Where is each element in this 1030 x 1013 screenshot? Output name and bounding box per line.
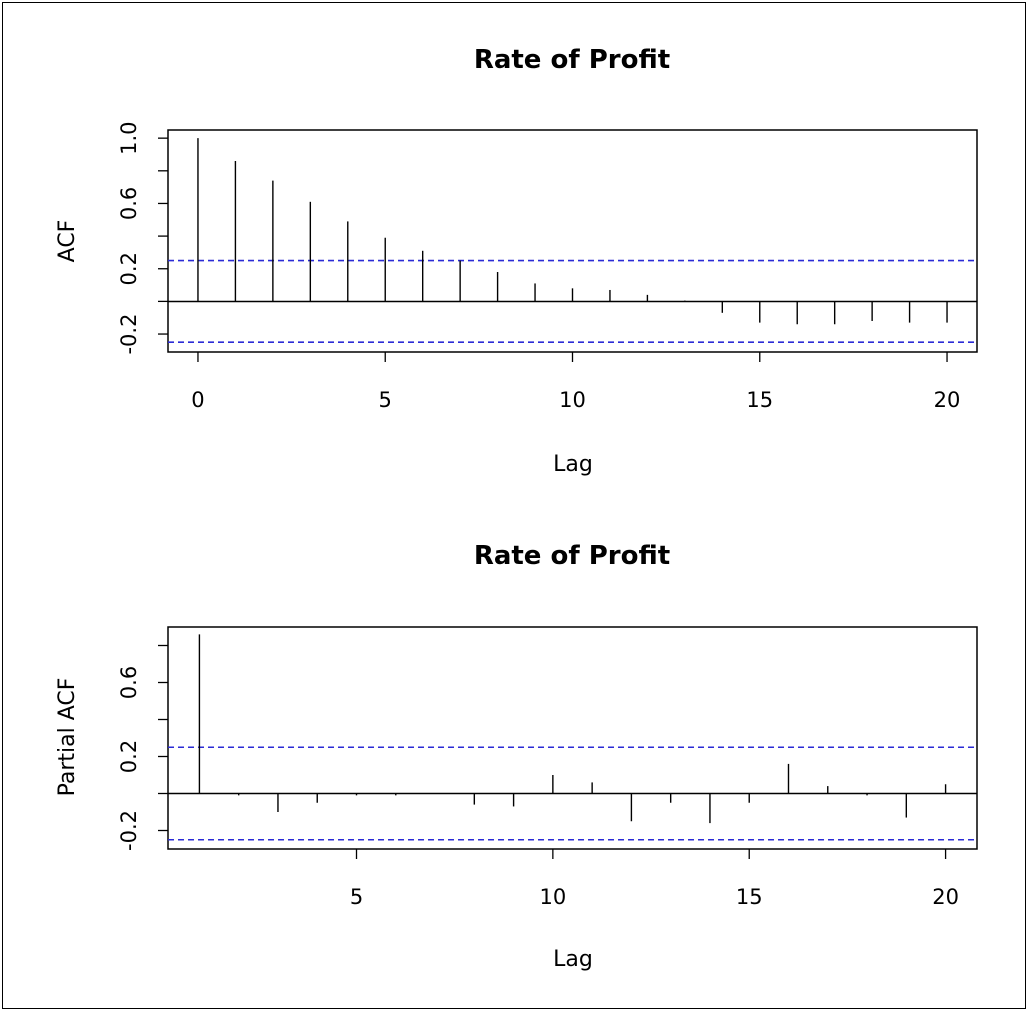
acf-x-tick-label: 20	[934, 388, 961, 412]
pacf-x-tick-label: 20	[932, 885, 959, 909]
acf-x-tick-label: 0	[191, 388, 204, 412]
pacf-y-tick-label: 0.6	[117, 666, 141, 699]
acf-y-axis-label: ACF	[55, 220, 80, 263]
acf-chart-title: Rate of Profit	[474, 45, 670, 75]
pacf-x-tick-label: 10	[539, 885, 566, 909]
pacf-panel: Rate of Profit Lag Partial ACF 5 10 15 20 -…	[55, 541, 978, 972]
acf-x-tick-label: 10	[559, 388, 586, 412]
pacf-y-tick-label: 0.2	[117, 740, 141, 773]
acf-panel: Rate of Profit Lag ACF 0 5 10 15 20 -0.2 0.2 0…	[55, 45, 978, 477]
pacf-x-axis-label: Lag	[553, 947, 593, 972]
acf-y-tick-label: 1.0	[117, 121, 141, 154]
pacf-y-tick-label: -0.2	[117, 810, 141, 851]
pacf-plot-box	[167, 626, 978, 850]
acf-x-axis-label: Lag	[553, 452, 593, 477]
pacf-chart-title: Rate of Profit	[474, 541, 670, 571]
acf-plot-box	[167, 129, 978, 353]
pacf-x-tick-label: 15	[736, 885, 763, 909]
pacf-x-tick-label: 5	[350, 885, 363, 909]
pacf-y-axis-label: Partial ACF	[55, 678, 80, 797]
acf-y-tick-label: 0.2	[117, 252, 141, 285]
acf-y-tick-label: 0.6	[117, 187, 141, 220]
acf-x-tick-label: 5	[379, 388, 392, 412]
acf-y-tick-label: -0.2	[117, 314, 141, 355]
acf-x-tick-label: 15	[746, 388, 773, 412]
